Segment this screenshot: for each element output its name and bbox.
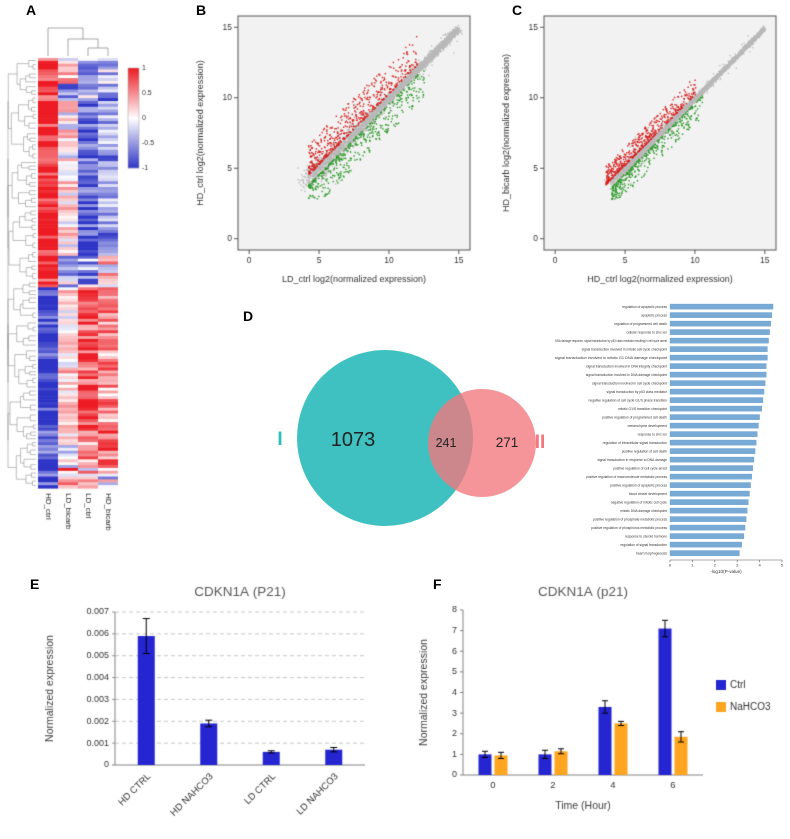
venn-count-set2: 271	[496, 435, 519, 450]
svg-text:positive regulation of program: positive regulation of programmed cell d…	[602, 416, 667, 420]
svg-text:positive regulation of cell de: positive regulation of cell death	[622, 450, 667, 454]
venn-label-set2: II	[535, 432, 546, 453]
svg-text:5: 5	[781, 563, 784, 568]
venn-diagram: 1073 241 271 I II	[277, 350, 546, 526]
svg-text:signal transduction involved i: signal transduction involved in DNA dama…	[586, 373, 667, 377]
svg-text:response to zinc ion: response to zinc ion	[638, 433, 667, 437]
bar-chart-cdkn1a-p21-e	[20, 580, 385, 836]
svg-text:positive regulation of cell cy: positive regulation of cell cycle arrest	[613, 467, 667, 471]
svg-text:positive regulation of apoptot: positive regulation of apoptotic process	[610, 484, 667, 488]
panel-label-a: A	[26, 2, 37, 18]
panel-label-d: D	[243, 308, 254, 324]
panel-label-e: E	[30, 576, 40, 592]
svg-text:response to steroid hormone: response to steroid hormone	[625, 535, 667, 539]
svg-text:regulation of apoptotic proces: regulation of apoptotic process	[622, 305, 667, 309]
svg-text:mitotic G1/S transition checkp: mitotic G1/S transition checkpoint	[618, 407, 667, 411]
go-term-bar-chart: regulation of apoptotic process apoptotic…	[555, 303, 784, 574]
svg-text:signal transduction involved i: signal transduction involved in mitotic …	[582, 348, 667, 352]
svg-text:signal transduction by p53 cla: signal transduction by p53 class mediato…	[607, 390, 668, 394]
svg-text:2: 2	[714, 563, 717, 568]
svg-text:blood vessel development: blood vessel development	[629, 492, 667, 496]
svg-text:1: 1	[691, 563, 694, 568]
panel-label-b: B	[196, 2, 207, 18]
svg-text:negative regulation of mitotic: negative regulation of mitotic cell cycl…	[611, 501, 667, 505]
venn-count-set1: 1073	[331, 429, 376, 451]
panel-label-f: F	[433, 576, 442, 592]
svg-text:positive regulation of phospho: positive regulation of phosphorus metabo…	[591, 526, 667, 530]
panel-label-c: C	[512, 2, 523, 18]
svg-text:mesenchyme development: mesenchyme development	[628, 424, 667, 428]
svg-text:signal transduction in respons: signal transduction in response to DNA d…	[597, 458, 667, 462]
svg-text:positive regulation of macromo: positive regulation of macromolecule met…	[586, 475, 667, 479]
venn-label-set1: I	[277, 429, 282, 450]
svg-text:3: 3	[736, 563, 739, 568]
venn-circle-set2	[428, 389, 536, 497]
svg-text:regulation of intracellular si: regulation of intracellular signal trans…	[603, 441, 667, 445]
svg-text:signal transduction involved i: signal transduction involved in mitotic …	[555, 356, 667, 360]
svg-text:mitotic DNA damage checkpoint: mitotic DNA damage checkpoint	[620, 509, 667, 513]
svg-text:heart morphogenesis: heart morphogenesis	[636, 552, 667, 556]
svg-text:4: 4	[758, 563, 761, 568]
scatter-plot-b	[190, 6, 482, 296]
svg-text:cellular response to zinc ion: cellular response to zinc ion	[626, 331, 667, 335]
svg-text:regulation of signal transduct: regulation of signal transduction	[620, 543, 667, 547]
venn-circle-set1	[297, 350, 473, 526]
bar-chart-cdkn1a-p21-f	[408, 580, 786, 830]
svg-text:0: 0	[669, 563, 672, 568]
heatmap-panel-a	[6, 18, 186, 573]
svg-text:positive regulation of phospha: positive regulation of phosphate metabol…	[593, 518, 667, 522]
svg-text:DNA damage response, signal tr: DNA damage response, signal transduction…	[555, 339, 667, 343]
svg-text:signal transduction involved i: signal transduction involved in cell cyc…	[592, 382, 667, 386]
svg-text:-log10(P-value): -log10(P-value)	[710, 569, 742, 574]
svg-text:apoptotic process: apoptotic process	[641, 314, 667, 318]
svg-text:negative regulation of cell cy: negative regulation of cell cycle G1/S p…	[589, 399, 668, 403]
svg-text:regulation of programmed cell: regulation of programmed cell death	[614, 322, 667, 326]
svg-text:signal transduction involved i: signal transduction involved in DNA inte…	[586, 365, 667, 369]
venn-count-intersection: 241	[436, 436, 457, 450]
scatter-plot-c	[496, 6, 788, 296]
